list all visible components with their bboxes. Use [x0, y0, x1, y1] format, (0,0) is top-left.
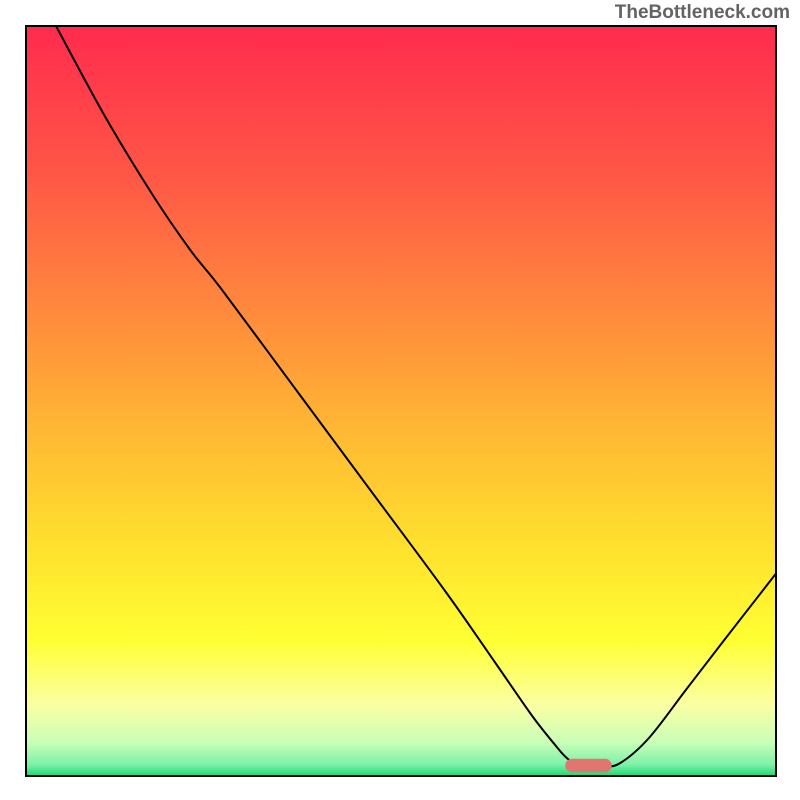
bottleneck-chart	[0, 0, 800, 800]
optimal-marker	[565, 759, 612, 773]
plot-background	[26, 26, 776, 776]
watermark-text: TheBottleneck.com	[615, 2, 790, 24]
chart-svg	[0, 0, 800, 800]
